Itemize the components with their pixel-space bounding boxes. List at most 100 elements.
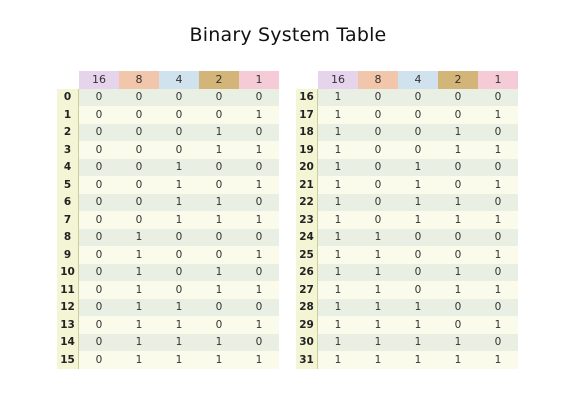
bit-cell: 0 bbox=[438, 246, 478, 264]
row-index: 6 bbox=[57, 193, 79, 211]
bit-cell: 0 bbox=[358, 123, 398, 141]
bit-cell: 1 bbox=[318, 228, 358, 246]
bit-cell: 0 bbox=[159, 123, 199, 141]
column-header-1: 1 bbox=[239, 71, 279, 89]
row-index: 15 bbox=[57, 351, 79, 369]
bit-cell: 1 bbox=[119, 298, 159, 316]
bit-cell: 1 bbox=[159, 176, 199, 194]
bit-cell: 0 bbox=[358, 106, 398, 124]
bit-cell: 0 bbox=[398, 141, 438, 159]
bit-cell: 1 bbox=[119, 351, 159, 369]
column-header-8: 8 bbox=[358, 71, 398, 89]
column-header-16: 16 bbox=[318, 71, 358, 89]
bit-cell: 0 bbox=[239, 298, 279, 316]
bit-cell: 0 bbox=[79, 316, 119, 334]
row-index: 9 bbox=[57, 246, 79, 264]
bit-cell: 0 bbox=[239, 193, 279, 211]
bit-cell: 1 bbox=[239, 176, 279, 194]
page-title: Binary System Table bbox=[189, 24, 387, 46]
bit-cell: 0 bbox=[199, 246, 239, 264]
bit-cell: 0 bbox=[478, 193, 518, 211]
row-index: 24 bbox=[296, 228, 318, 246]
row-index: 5 bbox=[57, 176, 79, 194]
bit-cell: 1 bbox=[358, 351, 398, 369]
bit-cell: 0 bbox=[79, 176, 119, 194]
bit-cell: 1 bbox=[199, 333, 239, 351]
bit-cell: 1 bbox=[358, 246, 398, 264]
row-index: 8 bbox=[57, 228, 79, 246]
bit-cell: 1 bbox=[119, 333, 159, 351]
row-index: 31 bbox=[296, 351, 318, 369]
bit-cell: 1 bbox=[358, 333, 398, 351]
bit-cell: 1 bbox=[159, 298, 199, 316]
bit-cell: 0 bbox=[79, 88, 119, 106]
bit-cell: 1 bbox=[318, 88, 358, 106]
bit-cell: 1 bbox=[159, 193, 199, 211]
bit-cell: 0 bbox=[79, 333, 119, 351]
bit-cell: 1 bbox=[358, 263, 398, 281]
bit-cell: 1 bbox=[159, 351, 199, 369]
bit-cell: 0 bbox=[199, 228, 239, 246]
bit-cell: 1 bbox=[119, 281, 159, 299]
bit-cell: 0 bbox=[199, 298, 239, 316]
bit-cell: 1 bbox=[239, 141, 279, 159]
bit-cell: 0 bbox=[438, 298, 478, 316]
bit-cell: 0 bbox=[119, 88, 159, 106]
bit-cell: 0 bbox=[79, 123, 119, 141]
bit-cell: 0 bbox=[159, 228, 199, 246]
column-header-2: 2 bbox=[199, 71, 239, 89]
bit-cell: 1 bbox=[478, 246, 518, 264]
bit-cell: 1 bbox=[159, 333, 199, 351]
bit-cell: 1 bbox=[199, 263, 239, 281]
bit-cell: 1 bbox=[159, 316, 199, 334]
bit-cell: 1 bbox=[318, 333, 358, 351]
row-index: 29 bbox=[296, 316, 318, 334]
bit-cell: 1 bbox=[478, 176, 518, 194]
bit-cell: 1 bbox=[318, 298, 358, 316]
bit-cell: 0 bbox=[159, 88, 199, 106]
bit-cell: 1 bbox=[199, 123, 239, 141]
bit-cell: 1 bbox=[398, 298, 438, 316]
bit-cell: 0 bbox=[358, 88, 398, 106]
bit-cell: 1 bbox=[478, 211, 518, 229]
bit-cell: 0 bbox=[398, 106, 438, 124]
bit-cell: 0 bbox=[398, 228, 438, 246]
bit-cell: 0 bbox=[438, 228, 478, 246]
row-index: 4 bbox=[57, 158, 79, 176]
bit-cell: 0 bbox=[79, 246, 119, 264]
bit-cell: 0 bbox=[438, 158, 478, 176]
bit-cell: 0 bbox=[199, 176, 239, 194]
row-index: 7 bbox=[57, 211, 79, 229]
bit-cell: 1 bbox=[438, 123, 478, 141]
bit-cell: 1 bbox=[438, 141, 478, 159]
bit-cell: 1 bbox=[438, 211, 478, 229]
bit-cell: 0 bbox=[199, 316, 239, 334]
bit-cell: 1 bbox=[438, 351, 478, 369]
bit-cell: 1 bbox=[318, 176, 358, 194]
bit-cell: 0 bbox=[119, 176, 159, 194]
bit-cell: 1 bbox=[358, 281, 398, 299]
bit-cell: 0 bbox=[79, 141, 119, 159]
bit-cell: 0 bbox=[159, 263, 199, 281]
bit-cell: 0 bbox=[199, 106, 239, 124]
bit-cell: 1 bbox=[318, 316, 358, 334]
row-index: 11 bbox=[57, 281, 79, 299]
bit-cell: 1 bbox=[119, 263, 159, 281]
binary-table-left: 16 8 4 2 1 0 0 0 0 0 0 1 0 0 0 0 1 2 0 0 0 1 0 3 0 0 0 1 1 4 0 0 1 0 0 5 0 0 1… bbox=[57, 71, 279, 369]
bit-cell: 0 bbox=[159, 281, 199, 299]
bit-cell: 1 bbox=[199, 193, 239, 211]
row-index: 30 bbox=[296, 333, 318, 351]
row-index: 20 bbox=[296, 158, 318, 176]
table-corner bbox=[57, 71, 79, 89]
row-index: 1 bbox=[57, 106, 79, 124]
row-index: 12 bbox=[57, 298, 79, 316]
bit-cell: 1 bbox=[199, 141, 239, 159]
row-index: 14 bbox=[57, 333, 79, 351]
bit-cell: 1 bbox=[318, 141, 358, 159]
bit-cell: 0 bbox=[239, 123, 279, 141]
bit-cell: 1 bbox=[318, 158, 358, 176]
bit-cell: 0 bbox=[358, 176, 398, 194]
bit-cell: 1 bbox=[119, 316, 159, 334]
bit-cell: 0 bbox=[199, 158, 239, 176]
bit-cell: 0 bbox=[358, 193, 398, 211]
